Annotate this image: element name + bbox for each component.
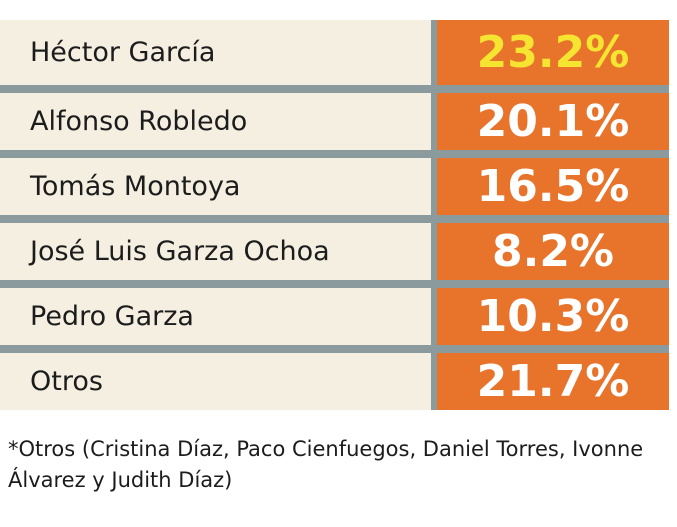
candidate-name: Alfonso Robledo (0, 93, 431, 150)
candidate-name: Pedro Garza (0, 288, 431, 345)
candidate-name: Tomás Montoya (0, 158, 431, 215)
table-row: Tomás Montoya 16.5% (0, 158, 669, 215)
candidate-percentage: 23.2% (437, 20, 669, 85)
candidate-percentage: 16.5% (437, 158, 669, 215)
candidate-percentage: 21.7% (437, 353, 669, 410)
results-table: Héctor García 23.2% Alfonso Robledo 20.1… (0, 20, 669, 410)
table-row: Otros 21.7% (0, 353, 669, 410)
table-row: Alfonso Robledo 20.1% (0, 93, 669, 150)
candidate-name: Héctor García (0, 20, 431, 85)
candidate-percentage: 20.1% (437, 93, 669, 150)
candidate-name: Otros (0, 353, 431, 410)
table-row: Pedro Garza 10.3% (0, 288, 669, 345)
candidate-percentage: 10.3% (437, 288, 669, 345)
table-row: Héctor García 23.2% (0, 20, 669, 85)
footnote: *Otros (Cristina Díaz, Paco Cienfuegos, … (8, 437, 644, 492)
candidate-name: José Luis Garza Ochoa (0, 223, 431, 280)
table-row: José Luis Garza Ochoa 8.2% (0, 223, 669, 280)
candidate-percentage: 8.2% (437, 223, 669, 280)
